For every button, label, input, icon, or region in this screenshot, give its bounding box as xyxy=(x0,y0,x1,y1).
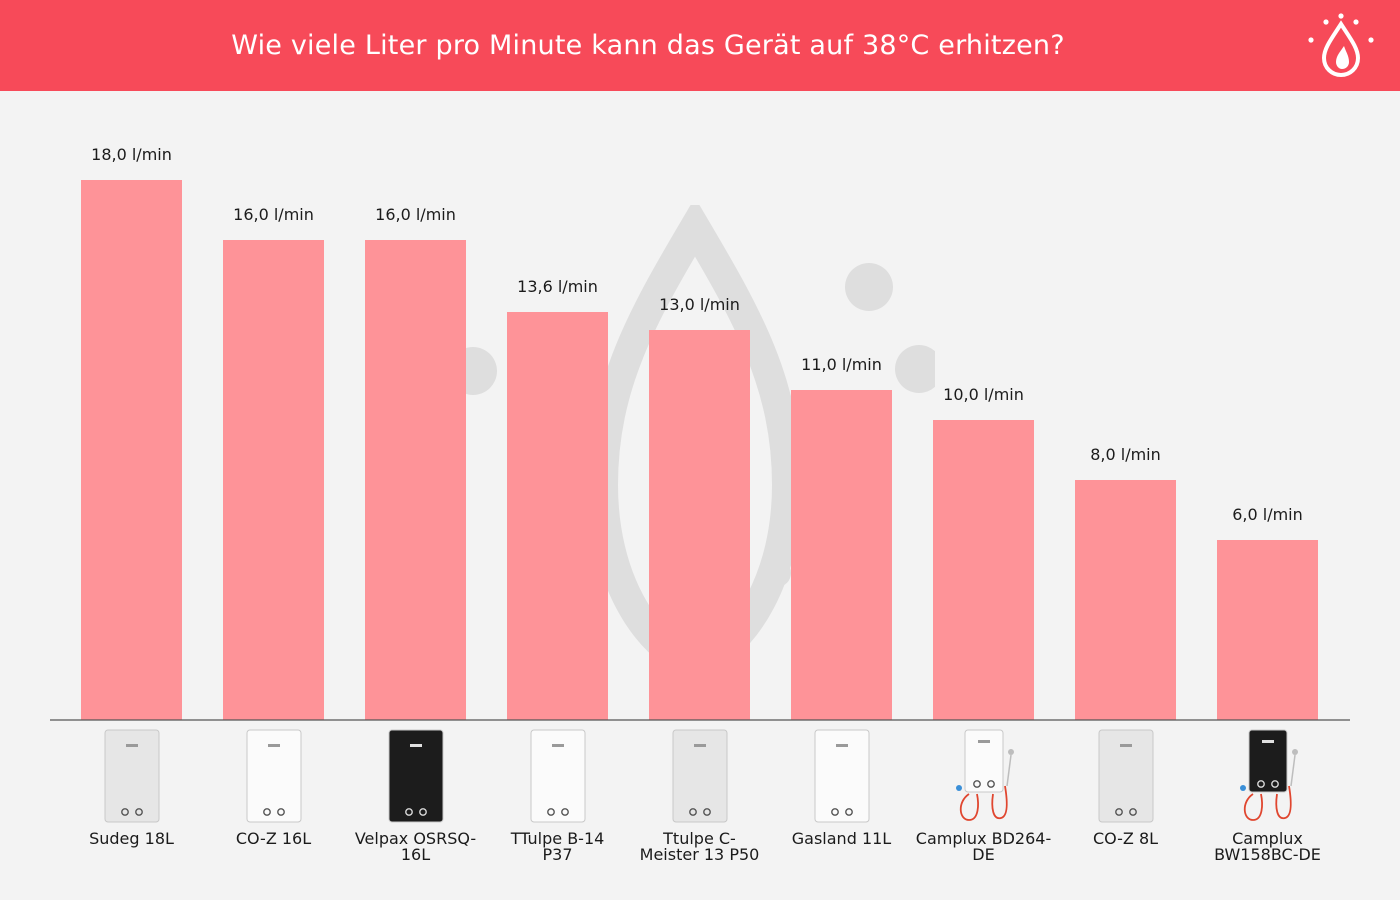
gas-water-heater-white-icon xyxy=(246,729,301,823)
gas-water-heater-black-icon xyxy=(388,729,443,823)
category-label-line: Camplux xyxy=(1232,829,1303,848)
bar xyxy=(223,240,324,720)
category-label: Gasland 11L xyxy=(792,829,892,848)
category-label-line: BW158BC-DE xyxy=(1214,845,1321,864)
bar-value-label: 8,0 l/min xyxy=(1090,445,1161,464)
category-label: Velpax OSRSQ-16L xyxy=(355,829,476,864)
category-label: CO-Z 8L xyxy=(1093,829,1158,848)
category-label: Camplux BW158BC-DE xyxy=(1214,829,1321,864)
category-label-line: 16L xyxy=(401,845,430,864)
category-label: Ttulpe C-Meister 13 P50 xyxy=(640,829,760,864)
bar xyxy=(1075,480,1176,720)
bar xyxy=(365,240,466,720)
bar-value-label: 16,0 l/min xyxy=(375,205,456,224)
flame-drop-icon xyxy=(1308,13,1374,78)
bar-value-label: 13,6 l/min xyxy=(517,277,598,296)
bar xyxy=(507,312,608,720)
bar-value-label: 16,0 l/min xyxy=(233,205,314,224)
bar xyxy=(81,180,182,720)
bar-value-label: 11,0 l/min xyxy=(801,355,882,374)
bar xyxy=(1217,540,1318,720)
bar xyxy=(933,420,1034,720)
gas-water-heater-hoses-white-icon xyxy=(955,729,1014,821)
gas-water-heater-silver-icon xyxy=(1098,729,1153,823)
bar xyxy=(649,330,750,720)
bar-value-label: 10,0 l/min xyxy=(943,385,1024,404)
bar xyxy=(791,390,892,720)
category-label: Sudeg 18L xyxy=(89,829,174,848)
gas-water-heater-white-icon xyxy=(530,729,585,823)
category-label: CO-Z 16L xyxy=(236,829,311,848)
category-label-line: Ttulpe C- xyxy=(662,829,736,848)
bar-value-label: 6,0 l/min xyxy=(1232,505,1303,524)
category-label-line: DE xyxy=(972,845,994,864)
gas-water-heater-silver-icon xyxy=(672,729,727,823)
category-label-line: Sudeg 18L xyxy=(89,829,174,848)
chart-header: Wie viele Liter pro Minute kann das Gerä… xyxy=(0,0,1400,91)
category-label-line: Velpax OSRSQ- xyxy=(355,829,476,848)
gas-water-heater-silver-icon xyxy=(104,729,159,823)
category-label-line: Gasland 11L xyxy=(792,829,892,848)
bar-value-label: 13,0 l/min xyxy=(659,295,740,314)
category-label-line: CO-Z 8L xyxy=(1093,829,1158,848)
chart-title: Wie viele Liter pro Minute kann das Gerä… xyxy=(231,30,1065,61)
category-label-line: CO-Z 16L xyxy=(236,829,311,848)
category-label-line: TTulpe B-14 xyxy=(510,829,605,848)
category-label: Camplux BD264-DE xyxy=(916,829,1051,864)
gas-water-heater-hoses-black-icon xyxy=(1239,729,1298,821)
bar-value-label: 18,0 l/min xyxy=(91,145,172,164)
category-label-line: Camplux BD264- xyxy=(916,829,1051,848)
bar-chart: 18,0 l/min Sudeg 18L 16,0 l/min CO-Z 16L 16,… xyxy=(50,145,1350,864)
category-label-line: Meister 13 P50 xyxy=(640,845,760,864)
category-label-line: P37 xyxy=(542,845,572,864)
category-label: TTulpe B-14 P37 xyxy=(510,829,605,864)
gas-water-heater-white-icon xyxy=(814,729,869,823)
